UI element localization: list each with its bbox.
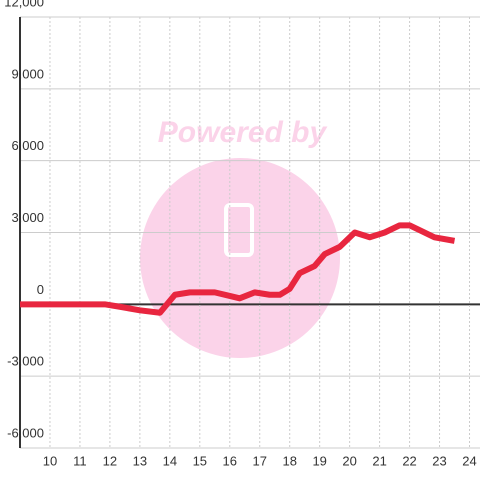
- x-tick-label: 10: [43, 453, 57, 468]
- x-tick-label: 15: [193, 453, 207, 468]
- x-tick-label: 11: [73, 453, 87, 468]
- y-tick-label: 12,000: [4, 0, 44, 9]
- x-tick-label: 22: [402, 453, 416, 468]
- x-tick-label: 20: [342, 453, 356, 468]
- x-tick-label: 19: [312, 453, 326, 468]
- y-tick-label: 6,000: [11, 138, 44, 153]
- x-tick-label: 23: [432, 453, 446, 468]
- watermark-text: Powered by: [158, 116, 328, 149]
- x-tick-label: 13: [133, 453, 147, 468]
- x-tick-label: 14: [163, 453, 177, 468]
- y-tick-label: -6,000: [7, 425, 44, 440]
- y-tick-label: 3,000: [11, 210, 44, 225]
- x-tick-label: 12: [103, 453, 117, 468]
- x-tick-label: 16: [223, 453, 237, 468]
- y-tick-label: 9,000: [11, 66, 44, 81]
- y-tick-label: -3,000: [7, 354, 44, 369]
- y-tick-label: 0: [37, 282, 44, 297]
- x-tick-label: 17: [253, 453, 267, 468]
- watermark-icon: [224, 203, 254, 257]
- x-tick-label: 24: [462, 453, 476, 468]
- watermark-logo: [140, 158, 340, 358]
- line: [20, 222, 456, 316]
- x-tick-label: 21: [372, 453, 386, 468]
- x-tick-label: 18: [282, 453, 296, 468]
